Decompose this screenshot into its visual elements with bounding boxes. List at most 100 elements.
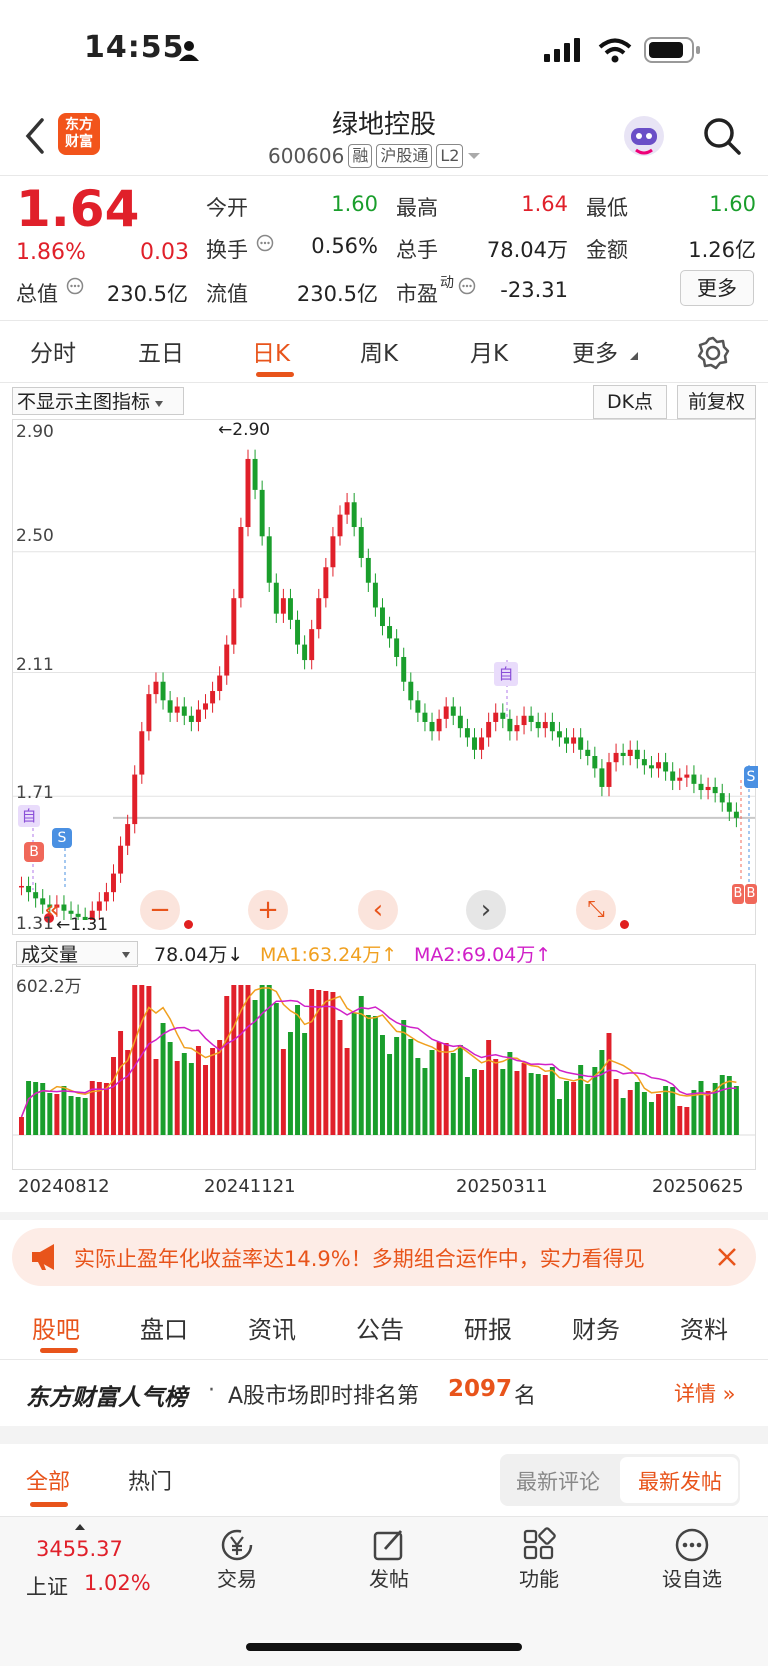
- search-icon[interactable]: [702, 116, 742, 156]
- yen-exchange-icon: [221, 1529, 253, 1561]
- volume-chart-area[interactable]: [12, 964, 756, 1170]
- info-icon[interactable]: [458, 277, 476, 295]
- stock-code-line[interactable]: 600606 融 沪股通 L2: [268, 144, 481, 168]
- index-change[interactable]: 1.02%: [84, 1571, 151, 1595]
- float-value: 230.5亿: [296, 282, 378, 306]
- tab-daily-k[interactable]: 日K: [252, 341, 291, 367]
- indicator-select[interactable]: 不显示主图指标: [12, 387, 184, 415]
- marker-sell[interactable]: S: [744, 766, 758, 788]
- volume-bar: [82, 1098, 88, 1135]
- subtabs-divider: [0, 1359, 768, 1360]
- tab-forum[interactable]: 股吧: [32, 1316, 80, 1344]
- popularity-rank-row[interactable]: 东方财富人气榜 · A股市场即时排名第 2097 名 详情 »: [0, 1360, 768, 1426]
- tab-orderbook[interactable]: 盘口: [140, 1316, 188, 1344]
- tab-news[interactable]: 资讯: [248, 1316, 296, 1344]
- marker-buy[interactable]: B: [732, 884, 744, 904]
- filter-hot[interactable]: 热门: [128, 1470, 173, 1495]
- candle-body: [387, 626, 393, 639]
- promo-banner[interactable]: [12, 1228, 756, 1286]
- candle-body: [295, 619, 301, 645]
- volume-bar: [500, 1069, 506, 1135]
- candle-body: [585, 749, 591, 756]
- float-label: 流值: [206, 282, 248, 306]
- high-price-value: 2.90: [232, 420, 271, 440]
- wifi-icon: [598, 38, 632, 63]
- gear-icon[interactable]: [696, 336, 730, 370]
- nav-functions[interactable]: 功能: [502, 1527, 576, 1592]
- marker-buy[interactable]: B: [24, 842, 44, 862]
- volume-bar: [719, 1075, 725, 1135]
- candle-body: [599, 768, 605, 787]
- volume-bar: [726, 1076, 732, 1135]
- banner-text[interactable]: 实际止盈年化收益率达14.9%！多期组合运作中，实力看得见: [74, 1247, 645, 1271]
- fullscreen-icon[interactable]: ⤡: [576, 890, 616, 930]
- rank-detail-link[interactable]: 详情 »: [674, 1382, 736, 1406]
- candle-body: [358, 527, 364, 558]
- scroll-left-icon[interactable]: «: [44, 895, 60, 925]
- index-value[interactable]: 3455.37: [36, 1537, 123, 1561]
- info-icon[interactable]: [256, 234, 274, 252]
- change-percent: 1.86%: [16, 240, 86, 265]
- tab-more[interactable]: 更多: [572, 341, 618, 367]
- candle-body: [542, 721, 548, 729]
- volume-bar: [61, 1086, 67, 1135]
- volume-bar: [408, 1039, 414, 1135]
- tag-connect: 沪股通: [376, 144, 433, 168]
- open-value: 1.60: [331, 192, 378, 216]
- open-label: 今开: [206, 196, 248, 220]
- tab-announcements[interactable]: 公告: [356, 1316, 404, 1344]
- volume-indicator-select[interactable]: 成交量: [16, 941, 138, 967]
- tag-margin: 融: [348, 144, 373, 168]
- cellular-signal-icon: [544, 38, 580, 62]
- sort-latest-post[interactable]: 最新发帖: [638, 1470, 722, 1494]
- info-icon[interactable]: [66, 277, 84, 295]
- zoom-out-button[interactable]: −: [140, 890, 180, 930]
- candle-body: [132, 774, 138, 825]
- tab-profile[interactable]: 资料: [680, 1316, 728, 1344]
- adjust-button[interactable]: 前复权: [677, 385, 756, 419]
- tab-research[interactable]: 研报: [464, 1316, 512, 1344]
- mktcap-value: 230.5亿: [106, 282, 188, 306]
- tab-finance[interactable]: 财务: [572, 1316, 620, 1344]
- tab-monthly-k[interactable]: 月K: [470, 341, 509, 367]
- marker-sell[interactable]: S: [52, 828, 72, 848]
- close-icon[interactable]: [716, 1246, 738, 1268]
- volume-bar: [224, 996, 230, 1135]
- candle-body: [217, 675, 223, 692]
- nav-post[interactable]: 发帖: [352, 1527, 426, 1592]
- quote-divider: [0, 320, 768, 321]
- filter-all[interactable]: 全部: [26, 1470, 71, 1495]
- dk-point-button[interactable]: DK点: [593, 385, 667, 419]
- marker-buy[interactable]: B: [745, 884, 757, 904]
- candle-body: [344, 502, 350, 515]
- volume-bar: [599, 1050, 605, 1135]
- index-name[interactable]: 上证: [26, 1575, 68, 1599]
- candle-body: [337, 514, 343, 537]
- volume-bar: [125, 1050, 131, 1135]
- kline-chart-area[interactable]: [12, 419, 756, 935]
- volume-bar: [712, 1083, 718, 1135]
- rank-detail-label: 详情: [674, 1382, 716, 1406]
- marker-self[interactable]: 自: [18, 805, 40, 827]
- candle-body: [726, 802, 732, 812]
- next-button[interactable]: ›: [466, 890, 506, 930]
- zoom-in-button[interactable]: +: [248, 890, 288, 930]
- candle-body: [691, 774, 697, 784]
- previous-button[interactable]: ‹: [358, 890, 398, 930]
- y-tick-label: 1.31: [16, 914, 54, 934]
- tab-five-day[interactable]: 五日: [138, 341, 184, 367]
- marker-self[interactable]: 自: [494, 662, 518, 686]
- candle-body: [323, 567, 329, 599]
- more-quote-button[interactable]: 更多: [680, 270, 754, 306]
- tab-weekly-k[interactable]: 周K: [360, 341, 399, 367]
- low-label: 最低: [586, 196, 628, 220]
- back-icon[interactable]: [24, 118, 46, 154]
- nav-trade[interactable]: 交易: [200, 1527, 274, 1592]
- sort-selected-bg: [620, 1457, 738, 1503]
- candle-body: [592, 756, 598, 769]
- rank-dot: ·: [208, 1378, 215, 1403]
- sort-latest-comment[interactable]: 最新评论: [516, 1470, 600, 1494]
- nav-add-watchlist[interactable]: 设自选: [652, 1527, 732, 1592]
- robot-assistant-icon[interactable]: [622, 114, 666, 158]
- tab-intraday[interactable]: 分时: [30, 341, 76, 367]
